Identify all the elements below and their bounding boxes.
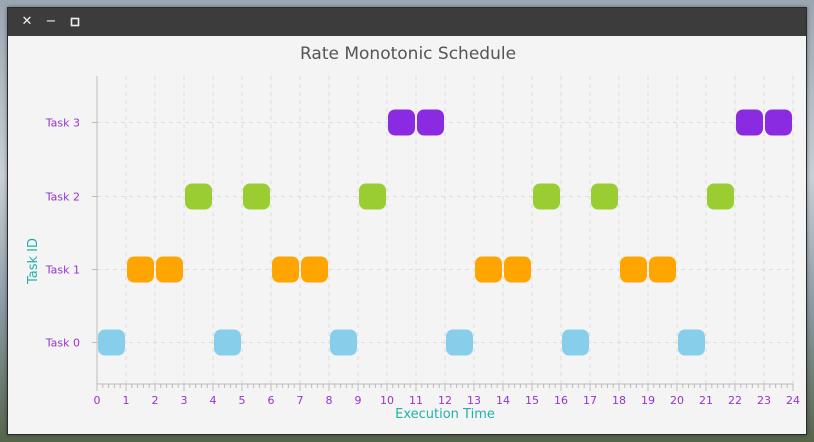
y-axis-label: Task ID (26, 238, 41, 285)
x-tick-label: 23 (757, 394, 771, 407)
x-tick-label: 18 (612, 394, 626, 407)
y-tick-label: Task 3 (45, 117, 80, 130)
rate-monotonic-chart: Rate Monotonic Schedule Execution Time T… (26, 44, 800, 422)
x-tick-label: 8 (326, 394, 333, 407)
schedule-block (301, 256, 328, 283)
schedule-block (214, 329, 241, 356)
x-tick-label: 22 (728, 394, 742, 407)
x-tick-label: 11 (409, 394, 423, 407)
schedule-block (446, 329, 473, 356)
schedule-block (678, 329, 705, 356)
schedule-block (475, 256, 502, 283)
schedule-block (649, 256, 676, 283)
title-bar: ✕ − (8, 8, 806, 36)
schedule-block (736, 109, 763, 136)
x-tick-label: 21 (699, 394, 713, 407)
x-tick-label: 4 (210, 394, 217, 407)
y-tick-label: Task 2 (45, 191, 80, 204)
y-tick-label: Task 1 (45, 264, 80, 277)
x-tick-label: 14 (496, 394, 510, 407)
schedule-blocks (98, 109, 792, 356)
schedule-block (533, 183, 560, 210)
schedule-block (765, 109, 792, 136)
x-tick-label: 16 (554, 394, 568, 407)
y-tick-label: Task 0 (45, 337, 80, 350)
x-tick-label: 3 (181, 394, 188, 407)
schedule-block (388, 109, 415, 136)
grid (97, 76, 794, 384)
x-tick-label: 6 (268, 394, 275, 407)
x-tick-label: 12 (438, 394, 452, 407)
app-window: ✕ − Rate Monotonic Schedule Execution Ti… (7, 7, 807, 435)
x-tick-label: 7 (297, 394, 304, 407)
schedule-block (156, 256, 183, 283)
schedule-block (185, 183, 212, 210)
x-tick-label: 13 (467, 394, 481, 407)
x-tick-label: 1 (123, 394, 130, 407)
x-tick-label: 15 (525, 394, 539, 407)
schedule-block (243, 183, 270, 210)
minimize-icon[interactable]: − (45, 14, 57, 29)
x-tick-label: 0 (94, 394, 101, 407)
schedule-block (272, 256, 299, 283)
schedule-block (504, 256, 531, 283)
x-tick-label: 10 (380, 394, 394, 407)
x-tick-label: 19 (641, 394, 655, 407)
x-tick-label: 5 (239, 394, 246, 407)
schedule-block (330, 329, 357, 356)
x-axis-label: Execution Time (395, 407, 495, 422)
x-tick-label: 2 (152, 394, 159, 407)
x-tick-label: 17 (583, 394, 597, 407)
x-tick-label: 9 (355, 394, 362, 407)
chart-area: Rate Monotonic Schedule Execution Time T… (8, 36, 806, 434)
close-icon[interactable]: ✕ (21, 14, 33, 29)
schedule-block (707, 183, 734, 210)
x-ticks: 0 1 2 3 4 5 6 7 8 9 10 11 12 13 14 15 16 17 18 19 20 21 22 23 24 (94, 384, 800, 407)
y-tick-labels: Task 0 Task 1 Task 2 Task 3 (45, 117, 97, 350)
schedule-block (620, 256, 647, 283)
schedule-block (98, 329, 125, 356)
chart-title: Rate Monotonic Schedule (300, 44, 516, 64)
x-tick-label: 20 (670, 394, 684, 407)
schedule-block (562, 329, 589, 356)
x-tick-label: 24 (786, 394, 800, 407)
schedule-block (127, 256, 154, 283)
schedule-block (417, 109, 444, 136)
schedule-block (359, 183, 386, 210)
schedule-block (591, 183, 618, 210)
maximize-icon[interactable] (68, 15, 82, 29)
